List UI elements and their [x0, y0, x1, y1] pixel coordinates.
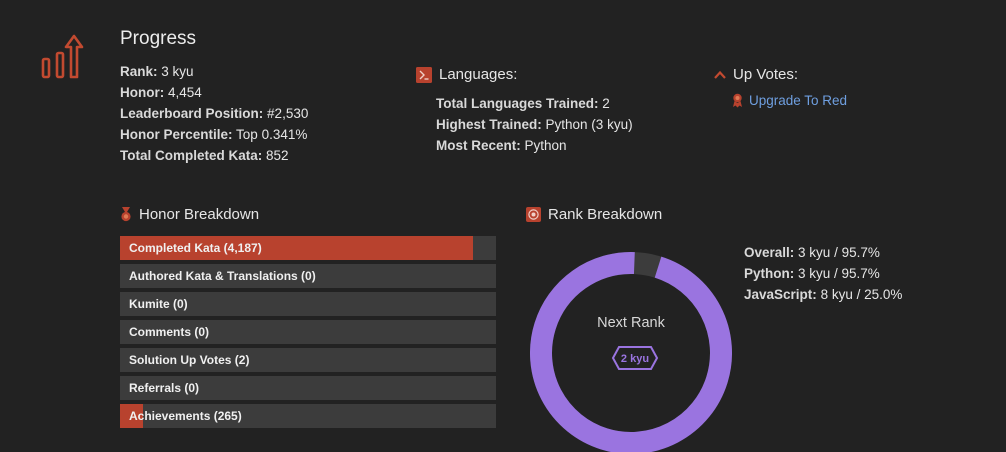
stat-label: Total Completed Kata:: [120, 148, 263, 163]
honor-bar: Comments (0): [120, 320, 496, 344]
languages-stats: Total Languages Trained: 2 Highest Traine…: [436, 93, 633, 156]
honor-bar-label: Completed Kata (4,187): [129, 241, 262, 255]
honor-bar-label: Achievements (265): [129, 409, 242, 423]
stat-label: Honor:: [120, 85, 165, 100]
stat-row: JavaScript: 8 kyu / 25.0%: [744, 284, 902, 305]
stat-value: #2,530: [267, 106, 309, 121]
stat-value: 3 kyu / 95.7%: [798, 266, 880, 281]
honor-bar-label: Authored Kata & Translations (0): [129, 269, 316, 283]
stat-value: 4,454: [168, 85, 202, 100]
terminal-icon: [416, 66, 432, 83]
honor-bar: Achievements (265): [120, 404, 496, 428]
donut-progress-arc: [530, 252, 732, 452]
honor-bar: Referrals (0): [120, 376, 496, 400]
rank-progress-donut: Next Rank 2 kyu: [530, 252, 732, 452]
target-icon: [526, 207, 541, 222]
stat-row: Leaderboard Position: #2,530: [120, 103, 308, 124]
honor-bar-fill: [120, 236, 474, 260]
honor-bar: Authored Kata & Translations (0): [120, 264, 496, 288]
honor-breakdown-title: Honor Breakdown: [139, 206, 260, 223]
stat-label: Highest Trained:: [436, 117, 542, 132]
stat-row: Honor Percentile: Top 0.341%: [120, 124, 308, 145]
stat-row: Highest Trained: Python (3 kyu): [436, 114, 633, 135]
stat-value: 3 kyu / 95.7%: [798, 245, 880, 260]
honor-breakdown-heading: Honor Breakdown: [120, 206, 259, 223]
stat-row: Rank: 3 kyu: [120, 61, 308, 82]
honor-bar-label: Kumite (0): [129, 297, 188, 311]
chevron-up-icon: [714, 70, 726, 79]
stat-value: 2: [602, 96, 610, 111]
rank-breakdown-title: Rank Breakdown: [548, 206, 663, 223]
upgrade-to-red-link[interactable]: Upgrade To Red: [732, 93, 847, 108]
stat-label: Most Recent:: [436, 138, 521, 153]
progress-stats: Rank: 3 kyu Honor: 4,454 Leaderboard Posit…: [120, 61, 308, 166]
stat-value: 852: [266, 148, 289, 163]
stat-row: Python: 3 kyu / 95.7%: [744, 263, 902, 284]
honor-breakdown-bars: Completed Kata (4,187) Authored Kata & Tr…: [120, 236, 496, 432]
stat-row: Honor: 4,454: [120, 82, 308, 103]
honor-bar-fill: [120, 404, 143, 428]
honor-bar: Completed Kata (4,187): [120, 236, 496, 260]
languages-heading: Languages:: [416, 66, 517, 83]
stat-label: Leaderboard Position:: [120, 106, 264, 121]
stat-row: Total Languages Trained: 2: [436, 93, 633, 114]
stat-value: Top 0.341%: [236, 127, 308, 142]
stat-value: Python (3 kyu): [545, 117, 633, 132]
up-votes-title: Up Votes:: [733, 66, 799, 83]
stat-row: Total Completed Kata: 852: [120, 145, 308, 166]
stat-value: 8 kyu / 25.0%: [820, 287, 903, 302]
stat-label: Overall:: [744, 245, 795, 260]
honor-bar-label: Referrals (0): [129, 381, 200, 395]
honor-bar-label: Comments (0): [129, 325, 210, 339]
donut-center-label: Next Rank: [597, 315, 665, 331]
rank-breakdown-heading: Rank Breakdown: [526, 206, 662, 223]
award-ribbon-icon: [733, 93, 742, 108]
stat-label: Python:: [744, 266, 795, 281]
upgrade-link-label: Upgrade To Red: [749, 93, 848, 108]
honor-bar-label: Solution Up Votes (2): [129, 353, 250, 367]
rank-stats: Overall: 3 kyu / 95.7% Python: 3 kyu / 95…: [744, 242, 902, 305]
medal-icon: [121, 207, 131, 222]
stat-label: Total Languages Trained:: [436, 96, 599, 111]
stat-row: Most Recent: Python: [436, 135, 633, 156]
languages-title: Languages:: [439, 66, 518, 83]
bar-chart-up-arrow-icon: [41, 34, 84, 79]
progress-title: Progress: [120, 28, 197, 49]
stat-value: Python: [524, 138, 567, 153]
up-votes-heading: Up Votes:: [714, 66, 798, 83]
next-rank-label: 2 kyu: [621, 353, 649, 365]
stat-value: 3 kyu: [161, 64, 194, 79]
stat-label: Rank:: [120, 64, 158, 79]
stat-label: JavaScript:: [744, 287, 817, 302]
stat-label: Honor Percentile:: [120, 127, 233, 142]
honor-bar: Solution Up Votes (2): [120, 348, 496, 372]
next-rank-badge: [611, 346, 659, 370]
honor-bar: Kumite (0): [120, 292, 496, 316]
stat-row: Overall: 3 kyu / 95.7%: [744, 242, 902, 263]
